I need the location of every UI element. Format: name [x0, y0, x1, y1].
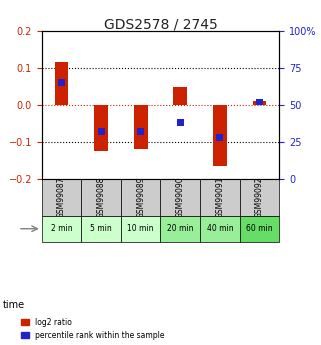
- FancyBboxPatch shape: [160, 216, 200, 241]
- Bar: [173, 87, 187, 105]
- Legend: log2 ratio, percentile rank within the sample: log2 ratio, percentile rank within the s…: [20, 316, 166, 341]
- Text: GSM99091: GSM99091: [215, 177, 224, 218]
- Text: 5 min: 5 min: [90, 224, 112, 233]
- FancyBboxPatch shape: [240, 179, 279, 216]
- Bar: [253, 101, 266, 105]
- Bar: [94, 105, 108, 151]
- Text: time: time: [3, 300, 25, 310]
- FancyBboxPatch shape: [42, 216, 81, 241]
- Bar: [55, 62, 68, 105]
- Bar: [137, 128, 144, 135]
- Text: GSM99090: GSM99090: [176, 177, 185, 218]
- FancyBboxPatch shape: [121, 179, 160, 216]
- Text: GDS2578 / 2745: GDS2578 / 2745: [104, 17, 217, 31]
- Bar: [256, 99, 263, 105]
- Bar: [216, 134, 223, 141]
- Bar: [58, 79, 65, 86]
- Bar: [98, 128, 105, 135]
- Bar: [134, 105, 148, 149]
- FancyBboxPatch shape: [200, 216, 240, 241]
- Text: 2 min: 2 min: [51, 224, 72, 233]
- Text: 10 min: 10 min: [127, 224, 154, 233]
- Text: 60 min: 60 min: [246, 224, 273, 233]
- FancyBboxPatch shape: [81, 179, 121, 216]
- Text: GSM99089: GSM99089: [136, 177, 145, 218]
- FancyBboxPatch shape: [121, 216, 160, 241]
- Text: 40 min: 40 min: [207, 224, 233, 233]
- FancyBboxPatch shape: [42, 179, 81, 216]
- FancyBboxPatch shape: [200, 179, 240, 216]
- Text: 20 min: 20 min: [167, 224, 194, 233]
- Bar: [213, 105, 227, 166]
- Text: GSM99087: GSM99087: [57, 177, 66, 218]
- FancyBboxPatch shape: [240, 216, 279, 241]
- Bar: [177, 119, 184, 126]
- Text: GSM99092: GSM99092: [255, 177, 264, 218]
- FancyBboxPatch shape: [81, 216, 121, 241]
- Text: GSM99088: GSM99088: [97, 177, 106, 218]
- FancyBboxPatch shape: [160, 179, 200, 216]
